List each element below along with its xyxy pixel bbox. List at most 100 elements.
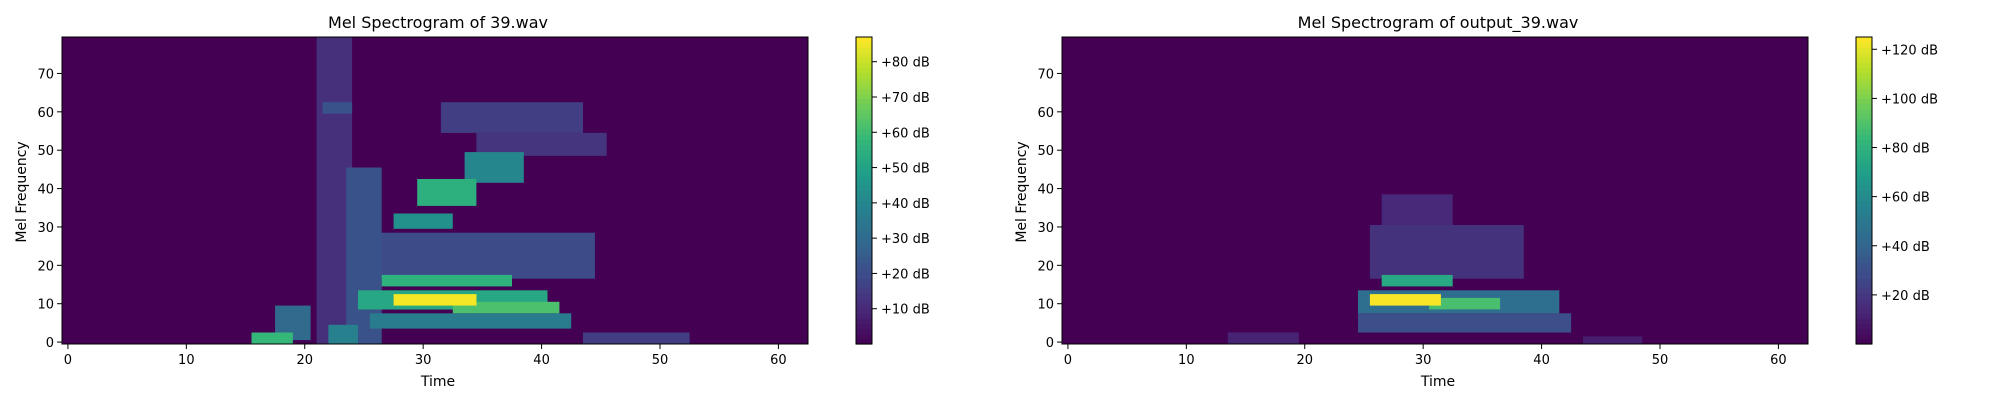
colorbar-segment <box>1856 159 1872 166</box>
colorbar-segment <box>1856 83 1872 89</box>
colorbar-segment <box>856 318 872 325</box>
colorbar-segment <box>1856 170 1872 176</box>
heatmap-cell <box>440 102 583 133</box>
heatmap-cell <box>476 132 607 156</box>
spectrogram-panel-right: Mel Spectrogram of output_39.wav 0 10 20 30… <box>1000 0 2000 400</box>
colorbar-segment <box>856 221 872 227</box>
colorbar-frame <box>1855 36 1873 345</box>
colorbar-segment <box>856 287 872 294</box>
colorbar-segment <box>856 129 872 135</box>
colorbar-segment <box>856 328 872 335</box>
colorbar-segment <box>1856 282 1872 289</box>
colorbar-segment <box>1856 216 1872 222</box>
colorbar-segment <box>856 52 872 59</box>
colorbar-segment <box>1856 98 1872 105</box>
colorbar-segment <box>1856 118 1872 125</box>
x-tick-label: 40 <box>533 353 550 368</box>
colorbar-segment <box>1856 200 1872 207</box>
colorbar-segment <box>1856 267 1872 273</box>
colorbar-segment <box>856 47 872 53</box>
heatmap-cell <box>1369 225 1524 279</box>
heatmap-cell <box>1381 274 1453 287</box>
colorbar-segment <box>856 226 872 233</box>
colorbar-tick-label: +100 dB <box>1881 92 1938 107</box>
colorbar-segment <box>1856 42 1872 48</box>
colorbar-segment <box>856 185 872 192</box>
colorbar-tick-label: +40 dB <box>881 197 930 212</box>
colorbar-segment <box>1856 77 1872 84</box>
heatmap-cell <box>1583 336 1643 344</box>
x-axis-label: Time <box>420 374 455 390</box>
colorbar-tick-label: +20 dB <box>1881 289 1930 304</box>
colorbar-segment <box>1856 195 1872 202</box>
colorbar-segment <box>856 144 872 151</box>
colorbar-frame <box>855 36 873 345</box>
colorbar-segment <box>1856 272 1872 279</box>
heatmap-cell <box>1429 297 1501 310</box>
colorbar-tick-label: +10 dB <box>881 303 930 318</box>
colorbar-segment <box>1856 175 1872 181</box>
heatmap-cell <box>583 332 690 344</box>
colorbar-segment <box>856 216 872 222</box>
x-tick-label: 50 <box>1652 353 1669 368</box>
colorbar-segment <box>856 251 872 258</box>
colorbar-segment <box>856 118 872 125</box>
heatmap-cell <box>1369 294 1441 306</box>
colorbar-segment <box>1856 93 1872 99</box>
x-tick-label: 30 <box>415 353 432 368</box>
chart-title: Mel Spectrogram of output_39.wav <box>1298 13 1579 33</box>
colorbar-segment <box>856 246 872 253</box>
colorbar-segment <box>1856 52 1872 59</box>
colorbar-segment <box>856 72 872 79</box>
y-tick-label: 30 <box>37 221 54 236</box>
x-tick-label: 10 <box>1178 353 1195 368</box>
heatmap-cell <box>369 313 572 329</box>
heatmap-cell <box>316 37 353 344</box>
colorbar-segment <box>1856 149 1872 156</box>
heatmap-cell <box>251 332 293 344</box>
x-tick-label: 20 <box>296 353 313 368</box>
y-tick-label: 60 <box>1037 106 1054 121</box>
y-tick-label: 40 <box>1037 183 1054 198</box>
colorbar-tick-label: +80 dB <box>1881 142 1930 157</box>
y-tick-label: 60 <box>37 106 54 121</box>
heatmap-cell <box>393 213 453 229</box>
heatmap-cell <box>1358 313 1572 333</box>
colorbar-segment <box>856 62 872 69</box>
colorbar-segment <box>856 241 872 248</box>
colorbar-segment <box>856 57 872 64</box>
colorbar-segment <box>856 149 872 156</box>
colorbar-segment <box>856 108 872 115</box>
heatmap-cell <box>1381 194 1453 229</box>
colorbar-segment <box>1856 144 1872 151</box>
plot-frame <box>61 36 809 345</box>
colorbar-segment <box>1856 164 1872 171</box>
colorbar-segment <box>1856 139 1872 146</box>
x-tick-label: 20 <box>1296 353 1313 368</box>
colorbar-segment <box>856 338 872 345</box>
colorbar-segment <box>1856 154 1872 161</box>
colorbar-segment <box>856 42 872 48</box>
colorbar-segment <box>1856 303 1872 309</box>
colorbar-segment <box>1856 338 1872 345</box>
colorbar-segment <box>1856 221 1872 227</box>
colorbar-segment <box>1856 226 1872 233</box>
colorbar-tick-label: +50 dB <box>881 162 930 177</box>
colorbar-segment <box>1856 287 1872 294</box>
y-axis-label: Mel Frequency <box>14 141 30 242</box>
y-tick-label: 50 <box>1037 144 1054 159</box>
colorbar-tick-label: +120 dB <box>1881 43 1938 58</box>
colorbar-segment <box>856 134 872 140</box>
y-tick-label: 20 <box>37 259 54 274</box>
colorbar-segment <box>1856 185 1872 192</box>
x-tick-label: 50 <box>652 353 669 368</box>
colorbar-segment <box>856 236 872 243</box>
x-tick-label: 60 <box>1770 353 1787 368</box>
colorbar-tick-label: +60 dB <box>881 126 930 141</box>
x-tick-label: 10 <box>178 353 195 368</box>
heatmap-cell <box>328 324 358 344</box>
colorbar-segment <box>1856 257 1872 263</box>
colorbar-segment <box>1856 72 1872 79</box>
heatmap-cell <box>369 232 595 279</box>
colorbar-segment <box>856 37 872 43</box>
